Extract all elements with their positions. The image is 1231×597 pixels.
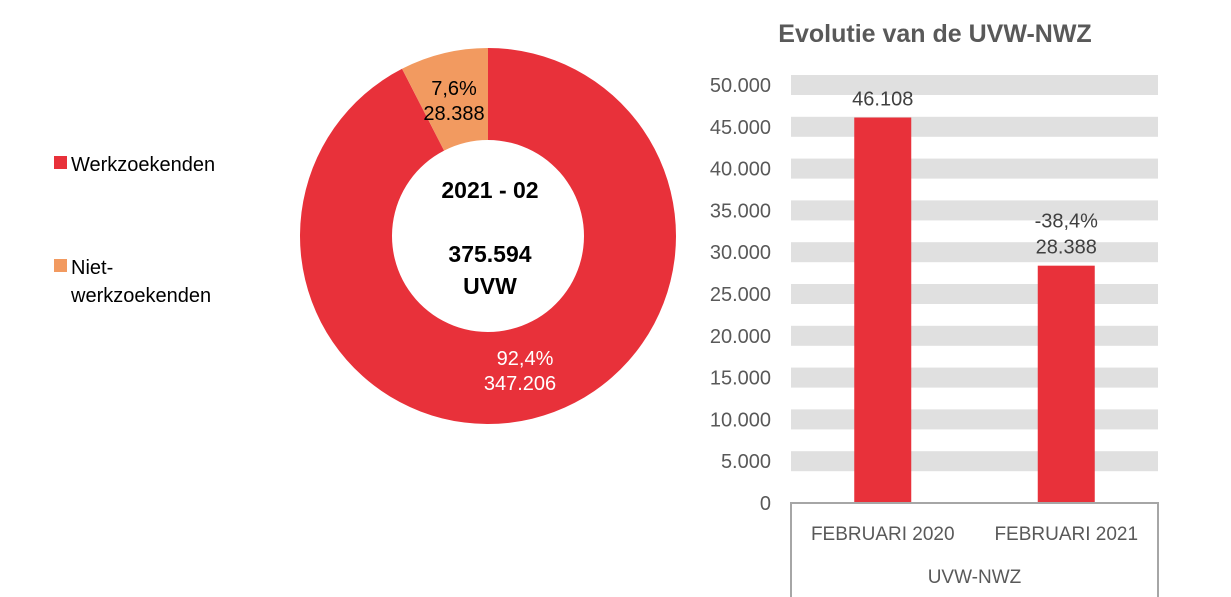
x-axis	[790, 502, 1159, 597]
y-tick-label: 0	[760, 493, 771, 515]
legend-label: Niet-	[71, 257, 113, 279]
grid-band	[791, 409, 1158, 430]
x-tick-label: FEBRUARI 2021	[994, 524, 1138, 545]
slice-label-percent: 92,4%	[497, 348, 554, 370]
legend-swatch	[54, 156, 67, 169]
y-tick-label: 30.000	[710, 242, 771, 264]
data-label: -38,4%	[1035, 211, 1099, 233]
grid-band	[791, 367, 1158, 388]
data-label: 46.108	[852, 89, 913, 111]
grid-band	[791, 75, 1158, 95]
donut-slice-1	[299, 48, 676, 424]
grid-band	[791, 451, 1158, 472]
bar-1	[854, 117, 912, 504]
x-tick-label: FEBRUARI 2020	[811, 524, 955, 545]
legend-label: Werkzoekenden	[71, 154, 215, 176]
y-tick-label: 15.000	[710, 368, 771, 390]
slice-label-percent: 7,6%	[431, 78, 477, 100]
legend-label: werkzoekenden	[70, 285, 211, 307]
x-group-label: UVW-NWZ	[928, 567, 1022, 588]
grid-band	[791, 116, 1158, 137]
legend-swatch	[54, 259, 67, 272]
slice-label-value: 28.388	[423, 103, 484, 125]
y-tick-label: 10.000	[710, 409, 771, 431]
donut-center-period: 2021 - 02	[441, 177, 538, 203]
chart-title: Evolutie van de UVW-NWZ	[778, 20, 1091, 48]
data-label: 28.388	[1036, 237, 1097, 259]
y-tick-label: 20.000	[710, 326, 771, 348]
grid-band	[791, 242, 1158, 263]
y-tick-label: 35.000	[710, 200, 771, 222]
grid-band	[791, 284, 1158, 304]
bar-2	[1037, 265, 1095, 503]
donut-center-total: 375.594	[448, 241, 531, 267]
grid-band	[791, 158, 1158, 179]
y-tick-label: 5.000	[721, 451, 771, 473]
grid-band	[791, 200, 1158, 221]
y-tick-label: 25.000	[710, 284, 771, 306]
grid-band	[791, 325, 1158, 346]
donut-center-unit: UVW	[463, 273, 517, 299]
y-tick-label: 45.000	[710, 117, 771, 139]
slice-label-value: 347.206	[484, 373, 556, 395]
donut-slice-2	[402, 48, 488, 151]
y-tick-label: 50.000	[710, 75, 771, 97]
y-tick-label: 40.000	[710, 159, 771, 181]
